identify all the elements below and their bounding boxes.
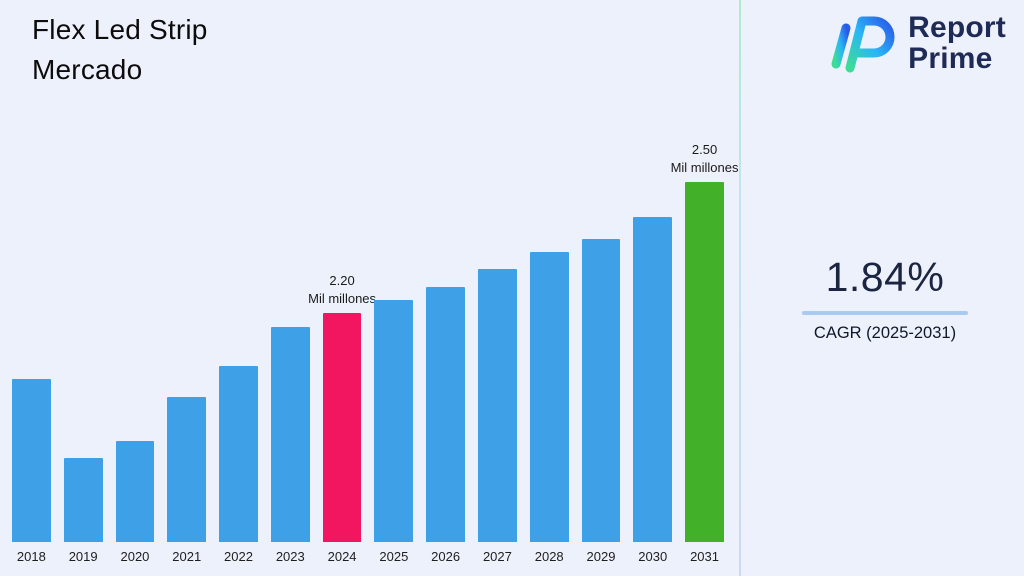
cagr-value: 1.84% bbox=[825, 254, 945, 300]
bar-column-2029: 2029 bbox=[581, 239, 621, 564]
cagr-block: 1.84% CAGR (2025-2031) bbox=[802, 254, 968, 343]
year-label-2030: 2030 bbox=[638, 549, 668, 564]
page-title-line2: Mercado bbox=[32, 54, 143, 86]
annotation-unit-2031: Mil millones bbox=[670, 159, 739, 175]
bar-column-2026: 2026 bbox=[426, 287, 466, 564]
bar-2024: 2.20 Mil millones bbox=[308, 273, 376, 542]
bar-2030 bbox=[633, 217, 673, 542]
year-label-2029: 2029 bbox=[586, 549, 616, 564]
annotation-unit-2024: Mil millones bbox=[308, 290, 377, 306]
bar-column-2022: 2022 bbox=[219, 366, 258, 564]
bar-2025 bbox=[374, 300, 414, 542]
bar-2020 bbox=[115, 441, 155, 542]
bar-annotation-2024: 2.20 Mil millones bbox=[308, 272, 376, 308]
year-label-2018: 2018 bbox=[16, 549, 46, 564]
year-label-2024: 2024 bbox=[327, 549, 357, 564]
bar-2029 bbox=[581, 239, 621, 542]
bar-column-2023: 2023 bbox=[270, 327, 310, 564]
bar-annotation-2031: 2.50 Mil millones bbox=[671, 141, 739, 177]
bar-column-2019: 2019 bbox=[63, 458, 103, 564]
vertical-divider bbox=[739, 0, 741, 576]
bar-column-2030: 2030 bbox=[633, 217, 673, 564]
year-label-2028: 2028 bbox=[534, 549, 564, 564]
bar-column-2020: 2020 bbox=[115, 441, 155, 564]
brand-name: Report Prime bbox=[908, 11, 1006, 75]
annotation-value-2024: 2.20 bbox=[329, 272, 355, 288]
annotation-value-2031: 2.50 bbox=[691, 141, 718, 157]
year-label-2019: 2019 bbox=[68, 549, 98, 564]
bar-2021 bbox=[167, 397, 207, 542]
bar-column-2028: 2028 bbox=[529, 252, 569, 564]
year-label-2025: 2025 bbox=[379, 549, 409, 564]
brand-line1: Report bbox=[908, 11, 1006, 45]
bar-2028 bbox=[529, 252, 569, 542]
bar-2031: 2.50 Mil millones bbox=[671, 142, 739, 542]
brand-line2: Prime bbox=[908, 42, 993, 75]
cagr-underline bbox=[802, 311, 968, 315]
bar-column-2024: 2.20 Mil millones 2024 bbox=[308, 273, 376, 564]
year-label-2026: 2026 bbox=[431, 549, 461, 564]
bar-2022 bbox=[219, 366, 258, 542]
year-label-2023: 2023 bbox=[275, 549, 305, 564]
bar-chart: 2018 2019 2020 2021 2022 2023 2.20 Mil millones… bbox=[12, 142, 739, 564]
bar-2019 bbox=[63, 458, 103, 542]
cagr-label: CAGR (2025-2031) bbox=[813, 324, 957, 342]
report-prime-logo: Report Prime bbox=[826, 12, 1006, 76]
bar-2018 bbox=[12, 379, 51, 542]
year-label-2031: 2031 bbox=[690, 549, 719, 564]
year-label-2020: 2020 bbox=[120, 549, 150, 564]
bar-2027 bbox=[478, 269, 517, 542]
bar-column-2027: 2027 bbox=[478, 269, 517, 564]
page-title-line1: Flex Led Strip bbox=[32, 14, 208, 45]
bar-2023 bbox=[270, 327, 310, 542]
bar-column-2021: 2021 bbox=[167, 397, 207, 564]
bar-column-2031: 2.50 Mil millones 2031 bbox=[671, 142, 739, 564]
year-label-2021: 2021 bbox=[172, 549, 202, 564]
page-title: Flex Led Strip Mercado bbox=[32, 10, 208, 90]
bar-2026 bbox=[426, 287, 466, 542]
year-label-2022: 2022 bbox=[224, 549, 253, 564]
bar-column-2025: 2025 bbox=[374, 300, 414, 564]
report-prime-logo-icon bbox=[826, 12, 898, 76]
bar-column-2018: 2018 bbox=[12, 379, 51, 564]
year-label-2027: 2027 bbox=[482, 549, 512, 564]
